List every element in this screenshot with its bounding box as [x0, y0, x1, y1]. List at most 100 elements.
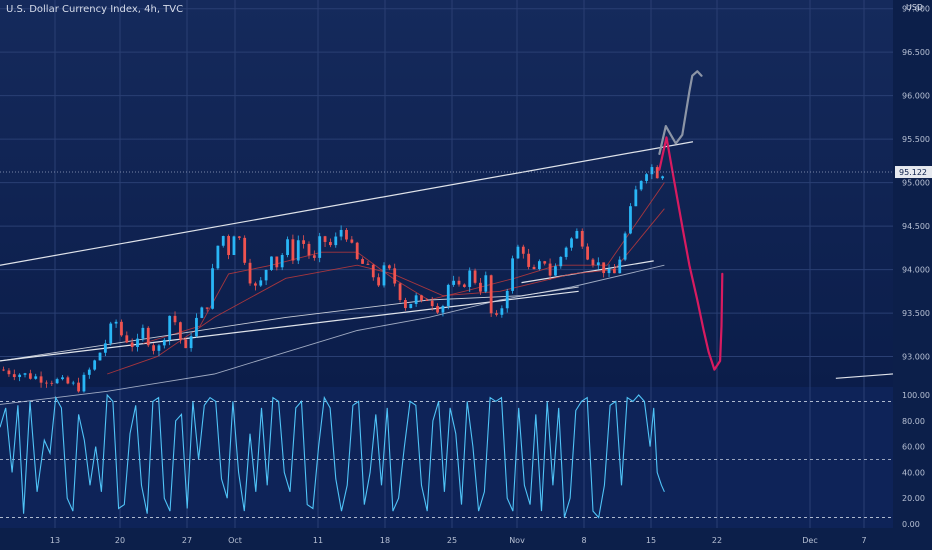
- candle-body: [516, 246, 520, 259]
- candle: [82, 372, 86, 393]
- candle-body: [618, 259, 622, 274]
- candle: [591, 257, 595, 268]
- candle-body: [120, 321, 123, 336]
- candle: [195, 313, 198, 338]
- candle: [7, 368, 11, 377]
- time-tick-label: 18: [380, 536, 390, 545]
- candle: [77, 377, 80, 393]
- candle-body: [45, 382, 48, 384]
- candle: [639, 180, 643, 192]
- price-tick-label: 96.000: [902, 92, 930, 101]
- candle: [152, 343, 155, 355]
- candle-body: [50, 382, 54, 384]
- currency-label: USD: [906, 3, 923, 12]
- candle: [87, 367, 91, 379]
- candle-body: [307, 243, 311, 256]
- candle: [446, 283, 450, 310]
- oscillator-tick-label: 80.00: [902, 417, 925, 426]
- candle: [511, 255, 514, 294]
- candle-body: [146, 327, 150, 346]
- oscillator-tick-label: 20.00: [902, 494, 925, 503]
- candle-body: [409, 303, 413, 309]
- candle: [125, 331, 129, 344]
- candle: [377, 273, 381, 288]
- oscillator-tick-label: 100.00: [902, 391, 930, 400]
- candle: [355, 241, 359, 261]
- candle-body: [511, 258, 514, 291]
- candle: [661, 175, 665, 180]
- candle: [50, 380, 54, 387]
- candle-body: [361, 259, 364, 264]
- candle-body: [414, 295, 418, 304]
- trendline-short-support: [521, 260, 654, 284]
- candle: [629, 203, 632, 235]
- time-tick-label: 20: [115, 536, 125, 545]
- candle: [420, 294, 423, 303]
- candle: [248, 258, 252, 286]
- candles: [2, 164, 665, 393]
- candle-body: [580, 230, 584, 247]
- candle: [141, 324, 145, 342]
- candle: [645, 172, 648, 184]
- oscillator-tick-label: 60.00: [902, 443, 925, 452]
- candle-body: [623, 233, 627, 260]
- candle: [452, 275, 456, 287]
- candle-body: [468, 270, 472, 287]
- candle: [473, 268, 477, 285]
- candle: [18, 373, 22, 382]
- candle-body: [275, 256, 279, 268]
- candle-body: [71, 382, 75, 384]
- candle: [457, 276, 461, 287]
- candle-body: [655, 167, 659, 179]
- candle-body: [591, 259, 595, 266]
- candle-body: [318, 236, 322, 258]
- candle-body: [243, 237, 247, 263]
- candle-body: [537, 261, 541, 270]
- candle: [184, 338, 188, 349]
- candle: [71, 380, 75, 386]
- candle: [414, 292, 418, 307]
- candle: [441, 304, 445, 317]
- candle-body: [484, 275, 488, 292]
- candle-body: [136, 338, 139, 348]
- candle: [45, 380, 48, 388]
- candle: [114, 319, 118, 328]
- candle: [570, 237, 573, 251]
- price-tick-label: 94.500: [902, 222, 930, 231]
- trendline-far-support: [835, 373, 894, 379]
- candle: [371, 263, 375, 281]
- candle-body: [607, 268, 611, 274]
- candle: [612, 264, 616, 274]
- candle-body: [404, 300, 407, 309]
- candle: [168, 315, 172, 346]
- candle: [275, 256, 279, 271]
- candle: [98, 352, 102, 361]
- time-tick-label: Oct: [228, 536, 242, 545]
- candle: [409, 303, 413, 309]
- candle: [543, 260, 547, 266]
- candle: [527, 248, 531, 270]
- price-tick-label: 95.500: [902, 135, 930, 144]
- candle-body: [661, 176, 665, 179]
- candle: [237, 235, 241, 240]
- candle-body: [473, 270, 477, 283]
- oscillator-tick-label: 40.00: [902, 468, 925, 477]
- candle: [130, 338, 134, 352]
- bullish-projection: [658, 70, 703, 155]
- candle-body: [345, 229, 348, 240]
- candle-body: [350, 239, 354, 243]
- candle-body: [430, 300, 434, 307]
- candle: [404, 297, 407, 311]
- candle: [623, 231, 627, 262]
- candle: [323, 235, 327, 248]
- candle-body: [296, 240, 300, 261]
- candle-body: [302, 240, 306, 244]
- candle-body: [109, 323, 113, 344]
- time-tick-label: 13: [50, 536, 60, 545]
- candle-body: [264, 269, 268, 281]
- candle: [554, 263, 557, 276]
- candle-body: [82, 374, 86, 392]
- candle: [580, 228, 584, 249]
- candle: [2, 366, 5, 372]
- time-tick-label: 27: [182, 536, 192, 545]
